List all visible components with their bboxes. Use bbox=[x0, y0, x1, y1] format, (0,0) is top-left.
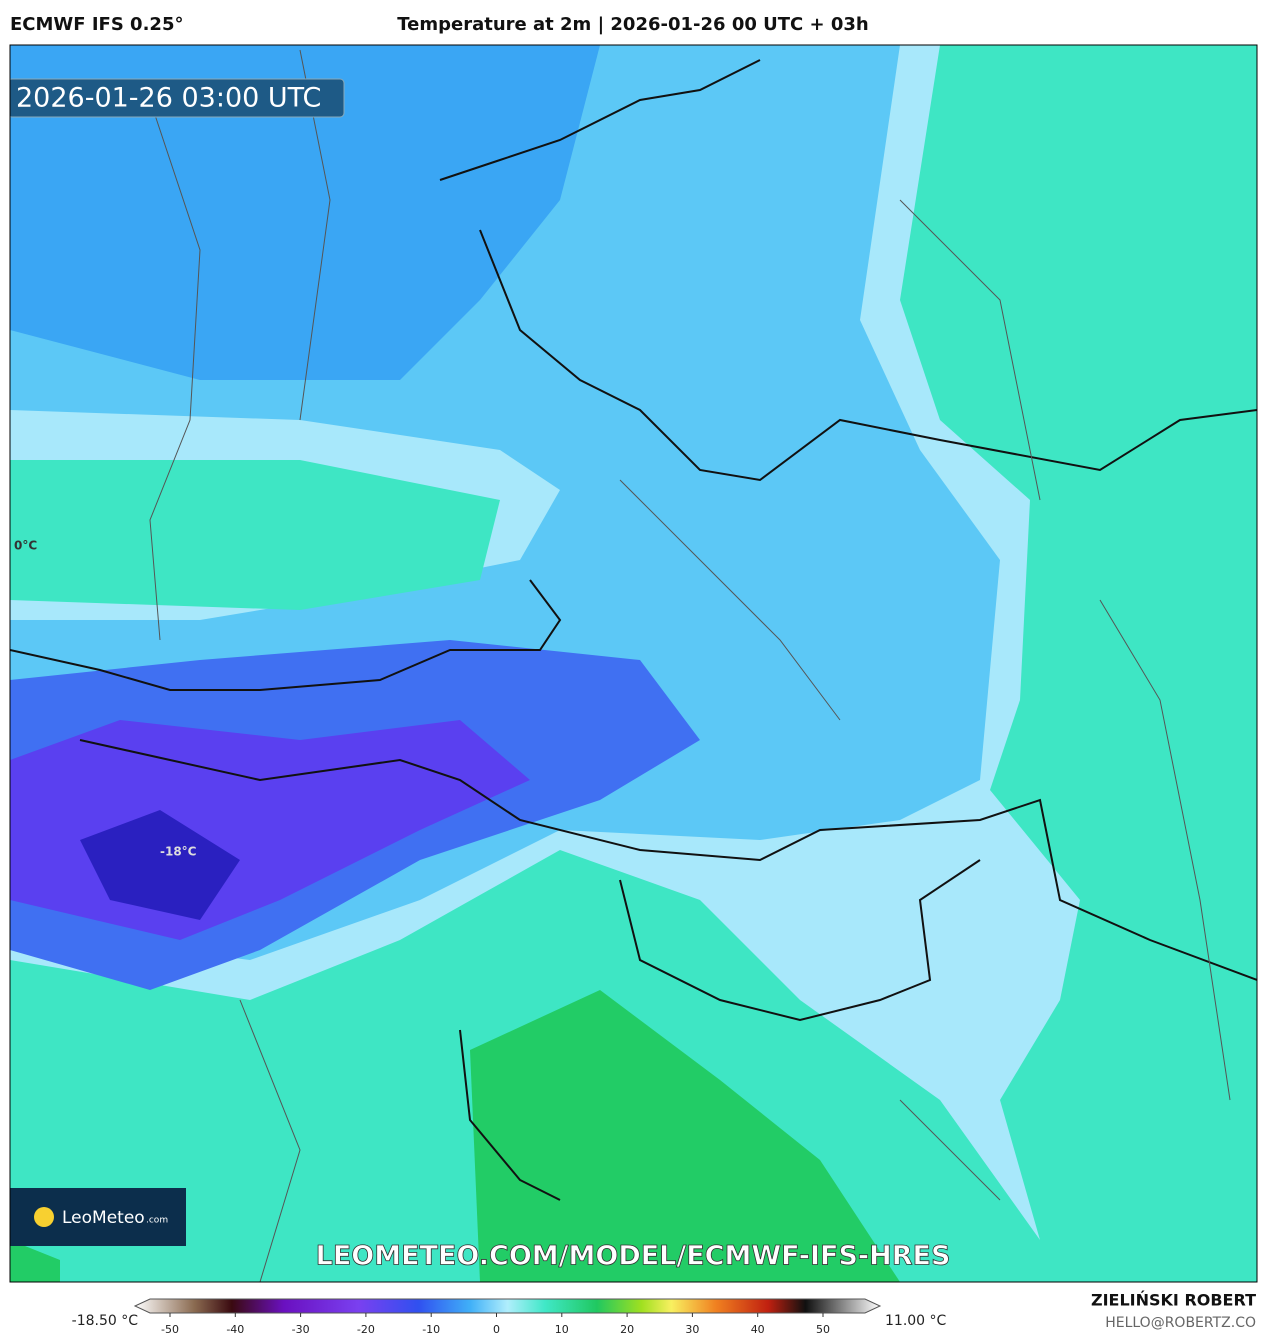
logo-name: LeoMeteo bbox=[62, 1208, 145, 1228]
mild-region bbox=[10, 460, 500, 610]
colorbar-tick-label: -40 bbox=[226, 1323, 244, 1336]
legend-min: -18.50 °C bbox=[72, 1313, 139, 1329]
colorbar-tick-label: -30 bbox=[292, 1323, 310, 1336]
logo-sun bbox=[34, 1207, 54, 1227]
isotherm-label: 0°C bbox=[14, 539, 37, 553]
logo-suffix: .com bbox=[146, 1216, 168, 1226]
author: ZIELIŃSKI ROBERT bbox=[1091, 1291, 1256, 1310]
isotherm-label: -18°C bbox=[160, 845, 197, 859]
model-name: ECMWF IFS 0.25° bbox=[10, 14, 183, 35]
legend-max: 11.00 °C bbox=[885, 1313, 947, 1329]
colorbar-tick-label: 10 bbox=[555, 1323, 569, 1336]
sea-warm bbox=[470, 990, 900, 1282]
colorbar-scale bbox=[133, 1298, 882, 1314]
colorbar-tick-label: 50 bbox=[816, 1323, 830, 1336]
colorbar-tick-label: -10 bbox=[422, 1323, 440, 1336]
email: HELLO@ROBERTZ.CO bbox=[1105, 1315, 1256, 1331]
colorbar-tick-label: 20 bbox=[620, 1323, 634, 1336]
map-frame bbox=[9, 44, 1258, 1283]
coldest-core bbox=[80, 810, 240, 920]
source-url: LEOMETEO.COM/MODEL/ECMWF-IFS-HRES bbox=[316, 1241, 951, 1272]
colorbar-tick-label: 30 bbox=[685, 1323, 699, 1336]
colorbar-tick-label: -20 bbox=[357, 1323, 375, 1336]
colorbar-tick-label: -50 bbox=[161, 1323, 179, 1336]
timestamp-box bbox=[10, 78, 345, 118]
colorbar-tick-label: 40 bbox=[751, 1323, 765, 1336]
sea-warm-west bbox=[10, 1240, 60, 1282]
colorbar: -50 -40 -30 -20 -10 0 10 20 30 40 50 bbox=[133, 1298, 882, 1336]
map-title: Temperature at 2m | 2026-01-26 00 UTC + … bbox=[397, 14, 868, 35]
timestamp: 2026-01-26 03:00 UTC bbox=[16, 83, 321, 114]
map: 2026-01-26 03:00 UTC 0°C -18°C LeoMeteo … bbox=[10, 45, 1257, 1282]
colder-region bbox=[10, 45, 600, 380]
colorbar-tick-label: 0 bbox=[493, 1323, 500, 1336]
